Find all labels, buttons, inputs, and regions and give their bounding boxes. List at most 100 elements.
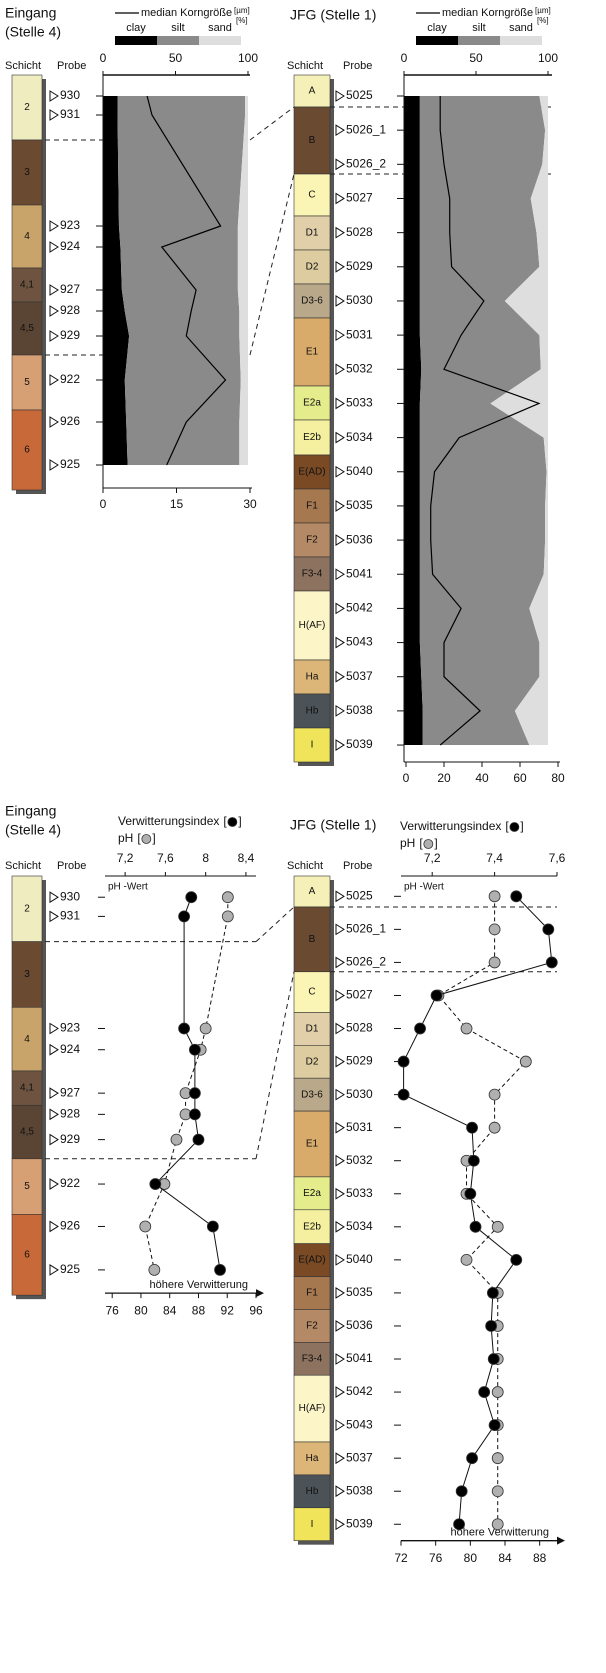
- data-point: [487, 1287, 498, 1298]
- chart-title: JFG (Stelle 1): [290, 817, 376, 833]
- data-point: [454, 1519, 465, 1530]
- probe-label: 5042: [346, 1384, 373, 1398]
- data-point: [150, 1179, 161, 1190]
- legend-label: silt: [472, 22, 485, 34]
- probe-label: 5043: [346, 635, 373, 649]
- probe-label: 5038: [346, 703, 373, 717]
- layer-label: E2b: [303, 432, 321, 443]
- legend-label: silt: [171, 22, 184, 34]
- column-header: Schicht: [5, 860, 41, 872]
- layer-label: E2a: [303, 1188, 321, 1199]
- data-point: [489, 891, 500, 902]
- probe-label: 5033: [346, 396, 373, 410]
- probe-label: 930: [60, 889, 80, 903]
- data-point: [461, 1254, 472, 1265]
- unit-label: [%]: [537, 16, 549, 25]
- x2-tick-label: 8: [202, 851, 209, 865]
- data-point: [470, 1221, 481, 1232]
- probe-label: 5041: [346, 566, 373, 580]
- legend-label: clay: [126, 22, 146, 34]
- layer-label: 4: [24, 231, 30, 242]
- layer-label: H(AF): [299, 1403, 326, 1414]
- layer-label: I: [311, 1519, 314, 1530]
- legend-bracket: ]: [520, 819, 523, 833]
- x2-tick-label: 15: [170, 497, 184, 511]
- data-point: [189, 1088, 200, 1099]
- column-header: Schicht: [287, 60, 323, 72]
- legend-swatch: [157, 36, 199, 45]
- probe-label: 5032: [346, 361, 373, 375]
- layer-label: Ha: [306, 1453, 319, 1464]
- probe-label: 5039: [346, 737, 373, 751]
- legend-label: sand: [509, 22, 533, 34]
- probe-label: 5026_1: [346, 922, 386, 936]
- legend-label: Verwitterungsindex: [118, 814, 219, 828]
- x-tick-label: 88: [533, 1551, 547, 1565]
- x-tick-label: 72: [394, 1551, 408, 1565]
- data-point: [465, 1188, 476, 1199]
- layer-label: Hb: [306, 1486, 319, 1497]
- layer-label: E2a: [303, 398, 321, 409]
- probe-label: 924: [60, 1042, 80, 1056]
- x-tick-label: 96: [249, 1303, 263, 1317]
- layer-label: 2: [24, 903, 30, 914]
- legend-marker: [142, 835, 151, 844]
- data-point: [489, 1089, 500, 1100]
- legend-label: Verwitterungsindex: [400, 819, 501, 833]
- unit-label: [µm]: [234, 6, 250, 15]
- probe-label: 5034: [346, 430, 373, 444]
- x-tick-label: 80: [464, 1551, 478, 1565]
- data-point: [489, 924, 500, 935]
- probe-label: 5031: [346, 327, 373, 341]
- layer-label: D3-6: [301, 1089, 323, 1100]
- data-point: [186, 892, 197, 903]
- data-point: [398, 1089, 409, 1100]
- layer-label: D2: [306, 262, 319, 273]
- layer-label: C: [308, 190, 315, 201]
- data-point: [149, 1264, 160, 1275]
- data-point: [189, 1044, 200, 1055]
- data-point: [492, 1519, 503, 1530]
- probe-label: 922: [60, 1176, 80, 1190]
- data-point: [467, 1122, 478, 1133]
- data-point: [489, 1420, 500, 1431]
- data-point: [431, 990, 442, 1001]
- legend-swatch: [500, 36, 542, 45]
- page: Eingang(Stelle 4)SchichtProbe2344,14,556…: [0, 0, 606, 1673]
- chart-title: Eingang: [5, 5, 56, 21]
- legend-marker: [510, 823, 519, 832]
- probe-label: 931: [60, 107, 80, 121]
- probe-label: 5027: [346, 988, 373, 1002]
- data-point: [467, 1453, 478, 1464]
- legend-swatch: [416, 36, 458, 45]
- legend-label: median Korngröße: [442, 7, 533, 19]
- chart-subtitle: (Stelle 4): [5, 24, 61, 40]
- layer-label: E1: [306, 1139, 319, 1150]
- probe-label: 925: [60, 1262, 80, 1276]
- probe-label: 926: [60, 1219, 80, 1233]
- probe-label: 5036: [346, 1318, 373, 1332]
- x2-tick-label: 80: [551, 771, 565, 785]
- probe-label: 5037: [346, 1450, 373, 1464]
- probe-label: 5040: [346, 464, 373, 478]
- probe-label: 5032: [346, 1153, 373, 1167]
- layer-label: C: [308, 987, 315, 998]
- probe-label: 923: [60, 1021, 80, 1035]
- layer-label: 3: [24, 167, 30, 178]
- probe-label: 925: [60, 457, 80, 471]
- legend-bracket: ]: [152, 831, 155, 845]
- layer-label: 4,1: [20, 1083, 34, 1094]
- column-header: Probe: [343, 860, 372, 872]
- probe-label: 929: [60, 1132, 80, 1146]
- layer-label: I: [311, 740, 314, 751]
- probe-label: 930: [60, 88, 80, 102]
- layer-label: E(AD): [298, 1255, 325, 1266]
- x-tick-label: 76: [429, 1551, 443, 1565]
- layer-label: 5: [24, 1181, 30, 1192]
- probe-label: 5028: [346, 225, 373, 239]
- probe-label: 5028: [346, 1021, 373, 1035]
- layer-label: 6: [24, 1249, 30, 1260]
- legend-label: median Korngröße: [141, 7, 232, 19]
- column-header: Schicht: [287, 860, 323, 872]
- layer-label: B: [309, 934, 316, 945]
